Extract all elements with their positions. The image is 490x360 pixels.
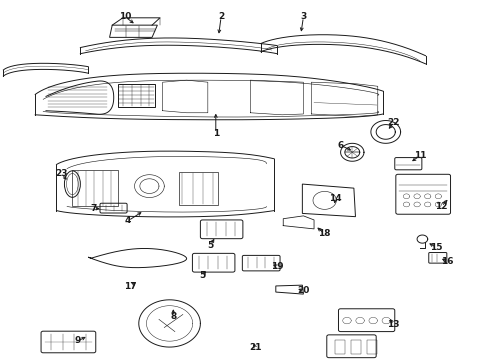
Ellipse shape bbox=[64, 171, 80, 197]
Text: 19: 19 bbox=[270, 262, 283, 271]
Text: 23: 23 bbox=[55, 170, 68, 179]
Text: 18: 18 bbox=[318, 229, 331, 238]
Polygon shape bbox=[110, 25, 157, 37]
Text: 14: 14 bbox=[329, 194, 342, 203]
Polygon shape bbox=[276, 285, 303, 294]
Bar bbox=[73, 170, 118, 207]
Text: 4: 4 bbox=[125, 216, 131, 225]
Text: 12: 12 bbox=[435, 202, 448, 211]
Text: 21: 21 bbox=[249, 343, 262, 352]
Text: 6: 6 bbox=[338, 141, 343, 150]
Text: 15: 15 bbox=[430, 243, 442, 252]
Text: 11: 11 bbox=[414, 151, 426, 160]
Bar bbox=[335, 340, 345, 354]
Bar bbox=[118, 84, 155, 107]
Text: 17: 17 bbox=[124, 282, 137, 291]
Text: 7: 7 bbox=[91, 204, 97, 213]
Text: 3: 3 bbox=[300, 13, 307, 22]
Text: 5: 5 bbox=[199, 271, 206, 280]
Text: 9: 9 bbox=[74, 337, 81, 346]
Text: 2: 2 bbox=[218, 13, 224, 22]
Bar bbox=[367, 340, 377, 354]
Bar bbox=[351, 340, 361, 354]
Text: 5: 5 bbox=[207, 241, 214, 250]
Polygon shape bbox=[302, 184, 355, 217]
Text: 22: 22 bbox=[388, 118, 400, 127]
Text: 1: 1 bbox=[213, 129, 219, 138]
Bar bbox=[179, 172, 219, 205]
Polygon shape bbox=[88, 248, 187, 267]
Text: 13: 13 bbox=[388, 320, 400, 329]
Text: 20: 20 bbox=[297, 286, 310, 295]
Text: 8: 8 bbox=[170, 312, 176, 321]
Text: 16: 16 bbox=[441, 257, 453, 266]
Text: 10: 10 bbox=[120, 13, 132, 22]
